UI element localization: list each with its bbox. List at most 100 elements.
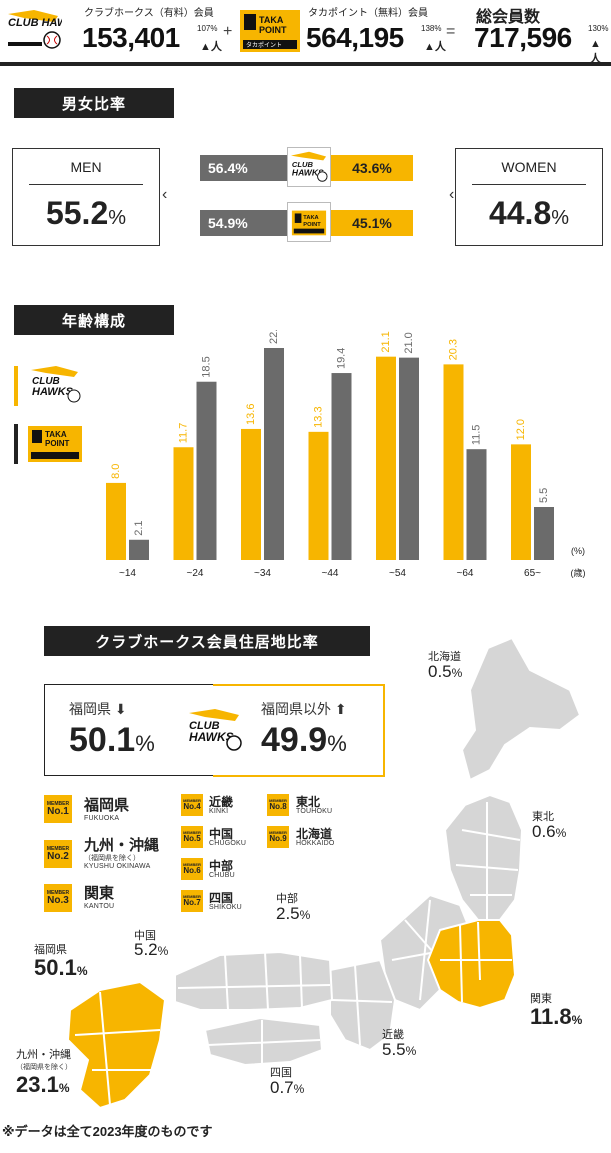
age-bar-club: [376, 356, 396, 560]
rank-name: 九州・沖縄: [84, 837, 160, 854]
svg-text:POINT: POINT: [259, 25, 287, 35]
residence-ratio-title: クラブホークス会員住居地比率: [44, 626, 370, 656]
club-women-bar: 43.6%: [331, 155, 413, 181]
club-growth-rate: 107%: [197, 24, 218, 33]
age-bar-taka: [129, 539, 149, 560]
taka-point-logo-icon: TAKA POINT: [287, 202, 331, 242]
person-icon: ▲人: [590, 38, 601, 65]
age-bar-taka: [466, 449, 487, 560]
age-category-label: ~24: [187, 568, 204, 579]
svg-text:タカポイント: タカポイント: [246, 41, 282, 49]
rank-badge: MEMBER No.4: [181, 794, 203, 816]
rank-badge: MEMBER No.7: [181, 890, 203, 912]
taka-member-label: タカポイント（無料）会員: [308, 8, 428, 19]
map-label-kyushu: 九州・沖縄: [16, 1049, 71, 1061]
map-label-chubu: 中部: [276, 893, 298, 905]
arrow-down-icon: ⬇: [114, 701, 127, 717]
taka-growth-rate: 138%: [421, 24, 442, 33]
age-unit-percent: (%): [571, 546, 585, 556]
svg-text:CLUB: CLUB: [189, 720, 220, 732]
age-bar-club: [241, 428, 261, 560]
map-kanto: [426, 919, 517, 1010]
map-value-hokkaido: 0.5%: [428, 662, 463, 681]
map-value-fukuoka: 50.1%: [34, 955, 88, 980]
map-shikoku: [203, 1016, 324, 1067]
men-ratio-value: 55.2%: [45, 195, 127, 231]
rank-badge: MEMBER No.6: [181, 858, 203, 880]
outside-fukuoka-label: 福岡県以外 ⬆: [261, 701, 347, 717]
outside-fukuoka-ratio-value: 49.9%: [261, 721, 347, 759]
age-bar-value-label: 20.3: [447, 339, 459, 360]
rank-name: 東北: [296, 795, 321, 809]
age-bar-club: [443, 364, 464, 560]
svg-text:HAWKS: HAWKS: [189, 730, 234, 744]
age-category-label: ~64: [457, 568, 474, 579]
map-label-tohoku: 東北: [532, 811, 554, 823]
rank-note: （福岡県を除く）: [84, 855, 140, 862]
map-chugoku: [174, 950, 334, 1011]
rank-name: 北海道: [296, 827, 333, 841]
map-tohoku: [443, 793, 524, 921]
rank-name-en: KINKI: [209, 808, 229, 815]
age-bar-value-label: 5.5: [538, 488, 550, 503]
club-hawks-logo-icon: CLUB HAWKS: [28, 362, 82, 406]
men-label: MEN: [70, 159, 102, 175]
map-value-shikoku: 0.7%: [270, 1078, 305, 1097]
svg-text:POINT: POINT: [303, 222, 321, 228]
age-bar-taka: [196, 381, 217, 560]
age-bar-value-label: 8.0: [110, 464, 122, 479]
age-bar-value-label: 12.0: [515, 419, 527, 440]
equals-sign: =: [446, 23, 456, 40]
map-label-shikoku: 四国: [270, 1067, 292, 1079]
men-ratio-box: MEN 55.2%: [12, 148, 160, 246]
rank-name-en: HOKKAIDO: [296, 840, 335, 847]
rank-name: 近畿: [209, 795, 234, 809]
map-value-chubu: 2.5%: [276, 904, 311, 923]
svg-text:TAKA: TAKA: [45, 430, 67, 439]
age-bar-value-label: 13.3: [312, 406, 324, 427]
rank-badge: MEMBER No.5: [181, 826, 203, 848]
svg-text:POINT: POINT: [45, 439, 70, 448]
taka-point-logo-icon: TAKA POINT タカポイント: [240, 10, 300, 52]
age-bar-taka: [399, 357, 419, 560]
women-label: WOMEN: [501, 159, 557, 175]
rank-name-en: FUKUOKA: [84, 815, 120, 822]
japan-map: [66, 636, 582, 1110]
taka-men-bar: 54.9%: [200, 210, 288, 236]
arrow-up-icon: ⬆: [334, 701, 347, 717]
age-bar-value-label: 2.1: [133, 520, 145, 535]
map-label-kanto: 関東: [530, 993, 552, 1005]
taka-women-bar: 45.1%: [331, 210, 413, 236]
club-hawks-logo-icon: CLUB HAWKS: [287, 147, 331, 187]
map-label-chugoku: 中国: [134, 930, 156, 942]
age-category-label: ~44: [322, 568, 339, 579]
fukuoka-ratio-value: 50.1%: [69, 721, 155, 759]
age-category-label: ~14: [119, 568, 136, 579]
map-kyushu: [66, 980, 167, 1110]
rank-name-en: KYUSHU OKINAWA: [84, 863, 151, 870]
svg-text:HAWKS: HAWKS: [32, 386, 74, 398]
rank-name: 福岡県: [84, 797, 130, 814]
rank-name: 中部: [209, 859, 234, 873]
age-bar-taka: [264, 348, 284, 560]
rank-name: 中国: [209, 827, 234, 841]
age-category-label: 65~: [524, 568, 541, 579]
taka-point-logo-icon: TAKA POINT: [28, 424, 82, 464]
legend-club-swatch: [14, 366, 18, 406]
rank-name-en: SHIKOKU: [209, 904, 242, 911]
club-member-count: 153,401: [82, 22, 180, 53]
legend-taka-swatch: [14, 424, 18, 464]
age-bar-club: [173, 447, 194, 560]
rank-name-en: CHUGOKU: [209, 840, 247, 847]
rank-name-en: TOUHOKU: [296, 808, 333, 815]
age-composition-title: 年齢構成: [14, 305, 174, 335]
club-member-label: クラブホークス（有料）会員: [84, 8, 214, 19]
age-bar-taka: [534, 507, 554, 560]
age-bar-value-label: 18.5: [200, 356, 212, 377]
age-bar-club: [308, 431, 329, 560]
age-bar-value-label: 22.0: [268, 330, 280, 344]
total-growth-rate: 130%: [588, 24, 609, 33]
women-ratio-value: 44.8%: [488, 195, 570, 231]
rank-name: 関東: [84, 885, 115, 902]
age-bar-club: [511, 444, 531, 560]
